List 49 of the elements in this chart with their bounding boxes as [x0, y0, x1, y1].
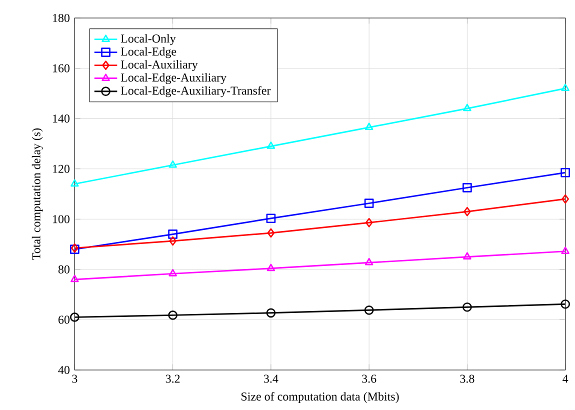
point: [364, 122, 374, 130]
legend-label: Local-Only: [120, 34, 176, 46]
x-tick-label: 3.8: [460, 374, 474, 383]
y-tick-label: 120: [53, 164, 70, 173]
point: [364, 305, 374, 315]
y-tick-label: 40: [58, 366, 70, 374]
y-axis-title: Total computation delay (s): [32, 128, 43, 260]
point: [463, 104, 472, 112]
point: [70, 274, 79, 282]
point: [562, 194, 569, 204]
point: [462, 302, 472, 312]
point: [266, 142, 276, 149]
legend-label: Local-Edge-Auxiliary: [120, 73, 226, 84]
point: [561, 84, 570, 92]
x-tick-label: 3.2: [166, 374, 180, 383]
y-tick-label: 100: [53, 215, 70, 224]
point: [364, 258, 374, 266]
y-tick-label: 180: [53, 14, 70, 22]
point: [365, 218, 373, 228]
legend-label: Local-Edge-Auxiliary-Transfer: [120, 86, 271, 98]
point: [267, 228, 275, 238]
y-tick-label: 160: [53, 64, 70, 72]
point: [168, 269, 177, 276]
x-tick-label: 3.6: [362, 374, 376, 383]
legend-label: Local-Auxiliary: [120, 60, 198, 72]
y-tick-label: 80: [58, 265, 70, 274]
point: [266, 308, 276, 318]
point: [168, 230, 178, 239]
point: [70, 179, 79, 187]
point: [70, 312, 80, 322]
x-tick-label: 3: [72, 374, 78, 383]
point: [168, 310, 178, 320]
point: [561, 246, 570, 254]
point: [560, 168, 570, 178]
point: [464, 206, 471, 216]
point: [462, 183, 472, 192]
point: [266, 264, 276, 272]
point: [364, 198, 374, 208]
y-tick-label: 140: [53, 114, 70, 123]
point: [169, 236, 176, 246]
point: [266, 214, 276, 224]
y-tick-label: 60: [58, 316, 70, 324]
x-axis-title: Size of computation data (Mbits): [241, 392, 399, 404]
point: [560, 299, 570, 309]
point: [168, 160, 177, 168]
x-tick-label: 3.4: [264, 374, 278, 383]
point: [463, 252, 472, 260]
x-tick-label: 4: [562, 374, 568, 383]
legend-label: Local-Edge: [120, 47, 176, 58]
